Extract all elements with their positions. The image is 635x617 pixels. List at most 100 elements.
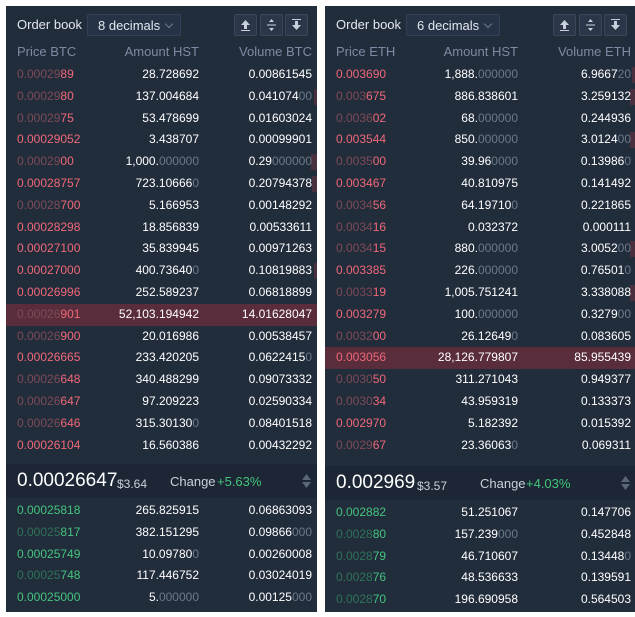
amount-trailing: 000000: [477, 306, 518, 321]
ask-row[interactable]: 0.003467 40.810975 0.141492: [325, 173, 635, 195]
ask-row[interactable]: 0.003319 1,005.751241 3.338088: [325, 282, 635, 304]
price-prefix: 0.0028: [336, 592, 373, 607]
ask-row[interactable]: 0.00027000 400.736400 0.10819883: [6, 260, 317, 282]
price-digits: 0.00025000: [17, 590, 81, 605]
bid-row[interactable]: 0.002876 48.536633 0.139591: [325, 567, 635, 589]
ask-row[interactable]: 0.003279 100.000000 0.327900: [325, 304, 635, 326]
price-header: Price ETH: [336, 44, 396, 59]
ask-row[interactable]: 0.0002900 1,000.000000 0.29000000: [6, 151, 317, 173]
show-bids-button[interactable]: [285, 14, 308, 36]
price-digits: 0.002970: [336, 415, 387, 430]
price-cell: 0.003500: [336, 154, 386, 168]
price-digits: 00: [372, 328, 387, 343]
volume-cell: 0.06818899: [249, 285, 312, 299]
ask-row[interactable]: 0.00028757 723.106660 0.20794378: [6, 173, 317, 195]
price-digits: 16: [372, 219, 387, 234]
bid-row[interactable]: 0.00025817 382.151295 0.09866000: [6, 522, 317, 544]
amount-value: 226.: [454, 263, 478, 278]
price-cell: 0.00027000: [17, 263, 80, 277]
ask-row[interactable]: 0.00026901 52,103.194942 14.01628047: [6, 303, 317, 326]
ask-row[interactable]: 0.003056 28,126.779807 85.955439: [325, 347, 635, 370]
amount-value: 311.271043: [455, 372, 518, 387]
show-both-button[interactable]: [579, 14, 602, 36]
volume-cell: 0.564503: [581, 592, 631, 606]
depth-bar: [630, 88, 635, 105]
amount-value: 28.728692: [142, 67, 199, 81]
sort-arrows-icon[interactable]: [621, 476, 630, 495]
ask-row[interactable]: 0.003456 64.197100 0.221865: [325, 195, 635, 217]
ask-row[interactable]: 0.003544 850.000000 3.012400: [325, 129, 635, 151]
ask-row[interactable]: 0.00026900 20.016986 0.00538457: [6, 326, 317, 348]
ask-row[interactable]: 0.003675 886.838601 3.259132: [325, 86, 635, 108]
amount-value: 723.10666: [135, 175, 193, 190]
bid-row[interactable]: 0.00025818 265.825915 0.06863093: [6, 500, 317, 522]
amount-value: 265.825915: [135, 503, 199, 517]
decimals-dropdown[interactable]: 6 decimals: [406, 14, 500, 36]
volume-value: 0.00971263: [248, 241, 312, 256]
ask-row[interactable]: 0.003602 68.000000 0.244936: [325, 108, 635, 130]
ask-row[interactable]: 0.003200 26.126490 0.083605: [325, 326, 635, 348]
amount-cell: 886.838601: [455, 89, 518, 103]
amount-value: 39.96: [461, 154, 492, 169]
decimals-dropdown[interactable]: 8 decimals: [87, 14, 181, 36]
ask-row[interactable]: 0.00028298 18.856839 0.00533611: [6, 217, 317, 239]
ask-row[interactable]: 0.00026665 233.420205 0.06224150: [6, 347, 317, 369]
price-prefix: 0.0032: [336, 328, 373, 343]
bid-row[interactable]: 0.002882 51.251067 0.147706: [325, 502, 635, 524]
ask-row[interactable]: 0.003416 0.032372 0.000111: [325, 217, 635, 239]
ask-row[interactable]: 0.00027100 35.839945 0.00971263: [6, 238, 317, 260]
volume-cell: 0.141492: [581, 176, 631, 190]
ask-row[interactable]: 0.002967 23.360630 0.069311: [325, 435, 635, 457]
amount-trailing: 000000: [158, 590, 199, 605]
ask-row[interactable]: 0.003690 1,888.000000 6.966720: [325, 64, 635, 86]
volume-cell: 3.338088: [581, 285, 631, 299]
price-digits: 02: [372, 110, 387, 125]
price-digits: 0.00026665: [17, 350, 81, 365]
bid-row[interactable]: 0.002870 196.690958 0.564503: [325, 589, 635, 611]
volume-value: 0.244936: [580, 110, 631, 125]
amount-cell: 137.004684: [136, 89, 199, 103]
volume-cell: 0.327900: [581, 307, 631, 321]
volume-value: 0.041074: [248, 88, 299, 103]
amount-trailing: 000: [497, 526, 518, 541]
price-cell: 0.002876: [336, 570, 386, 584]
ask-row[interactable]: 0.003500 39.960000 0.139860: [325, 151, 635, 173]
price-cell: 0.003385: [336, 263, 386, 277]
price-cell: 0.002882: [336, 505, 386, 519]
volume-value: 0.00125: [248, 590, 292, 605]
ask-row[interactable]: 0.00029052 3.438707 0.00099901: [6, 129, 317, 151]
volume-value: 3.0124: [580, 132, 618, 147]
ask-row[interactable]: 0.00026646 315.301300 0.08401518: [6, 413, 317, 435]
ask-row[interactable]: 0.00026648 340.488299 0.09073332: [6, 369, 317, 391]
ask-row[interactable]: 0.003385 226.000000 0.765010: [325, 260, 635, 282]
ask-row[interactable]: 0.0002975 53.478699 0.01603024: [6, 108, 317, 130]
bid-row[interactable]: 0.002880 157.239000 0.452848: [325, 524, 635, 546]
ask-row[interactable]: 0.00026996 252.589237 0.06818899: [6, 282, 317, 304]
volume-cell: 3.259132: [581, 89, 631, 103]
amount-cell: 5.000000: [149, 590, 199, 604]
change-label: Change: [480, 476, 526, 491]
volume-cell: 0.00260008: [249, 547, 312, 561]
volume-value: 0.03024019: [248, 568, 312, 583]
price-cell: 0.003050: [336, 372, 386, 386]
ask-row[interactable]: 0.00028700 5.166953 0.00148292: [6, 195, 317, 217]
price-cell: 0.00029052: [17, 132, 80, 146]
ask-row[interactable]: 0.00026104 16.560386 0.00432292: [6, 435, 317, 457]
bid-row[interactable]: 0.002879 46.710607 0.134480: [325, 546, 635, 568]
ask-row[interactable]: 0.002970 5.182392 0.015392: [325, 413, 635, 435]
ask-row[interactable]: 0.003034 43.959319 0.133373: [325, 391, 635, 413]
show-both-button[interactable]: [260, 14, 283, 36]
ask-row[interactable]: 0.003050 311.271043 0.949377: [325, 369, 635, 391]
show-asks-button[interactable]: [234, 14, 257, 36]
bid-row[interactable]: 0.00025000 5.000000 0.00125000: [6, 587, 317, 609]
amount-value: 137.004684: [135, 88, 199, 103]
ask-row[interactable]: 0.00026647 97.209223 0.02590334: [6, 391, 317, 413]
bid-row[interactable]: 0.00025748 117.446752 0.03024019: [6, 565, 317, 587]
show-asks-button[interactable]: [553, 14, 576, 36]
bid-row[interactable]: 0.00025749 10.097800 0.00260008: [6, 544, 317, 566]
ask-row[interactable]: 0.0002980 137.004684 0.04107400: [6, 86, 317, 108]
show-bids-button[interactable]: [604, 14, 627, 36]
ask-row[interactable]: 0.003415 880.000000 3.005200: [325, 238, 635, 260]
ask-row[interactable]: 0.0002989 28.728692 0.00861545: [6, 64, 317, 86]
sort-arrows-icon[interactable]: [302, 474, 311, 493]
